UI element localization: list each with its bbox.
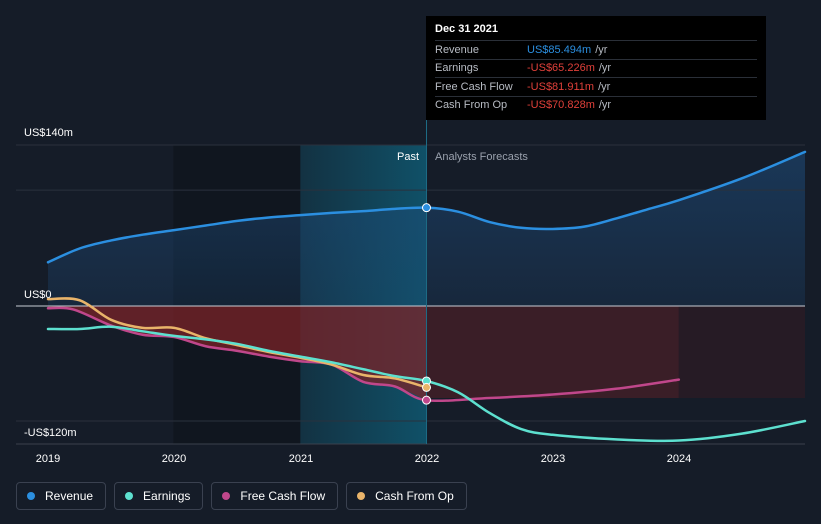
tooltip-label: Cash From Op — [435, 99, 508, 112]
tooltip-row-revenue: Revenue US$85.494m /yr — [435, 40, 757, 59]
x-tick-2023: 2023 — [541, 453, 565, 465]
x-tick-2021: 2021 — [289, 453, 313, 465]
tooltip-label: Earnings — [435, 62, 479, 75]
negative-area-past — [48, 306, 427, 401]
tooltip-value: -US$65.226m — [527, 62, 595, 75]
y-label-top: US$140m — [24, 127, 73, 139]
negative-area-forecast — [426, 306, 679, 398]
chart: US$140m US$0 -US$120m Past Analysts Fore… — [16, 120, 807, 465]
x-tick-2022: 2022 — [415, 453, 439, 465]
tooltip-unit: /yr — [598, 99, 612, 112]
x-tick-2020: 2020 — [162, 453, 186, 465]
legend-item-earnings[interactable]: Earnings — [114, 482, 204, 510]
past-label: Past — [397, 151, 419, 163]
tooltip-date: Dec 31 2021 — [435, 23, 498, 35]
legend-label: Earnings — [143, 489, 191, 503]
series-line-free-cash-flow — [46, 306, 681, 403]
negative-area-forecast-tail — [678, 306, 805, 398]
tooltip-value: US$85.494m — [527, 43, 592, 56]
legend-label: Revenue — [45, 489, 94, 503]
forecast-label: Analysts Forecasts — [435, 151, 528, 163]
tooltip-unit: /yr — [598, 62, 612, 75]
x-tick-2019: 2019 — [36, 453, 60, 465]
tooltip-label: Revenue — [435, 43, 480, 56]
legend-item-cash-from-op[interactable]: Cash From Op — [346, 482, 467, 510]
tooltip-row-cash-from-op: Cash From Op -US$70.828m /yr — [435, 95, 757, 115]
y-label-bottom: -US$120m — [24, 427, 77, 439]
series-line-revenue — [46, 150, 807, 264]
tooltip-row-earnings: Earnings -US$65.226m /yr — [435, 58, 757, 78]
tooltip-row-free-cash-flow: Free Cash Flow -US$81.911m /yr — [435, 77, 757, 96]
series-line-earnings — [46, 325, 807, 443]
tooltip-unit: /yr — [595, 43, 608, 56]
legend: Revenue Earnings Free Cash Flow Cash Fro… — [16, 482, 467, 510]
x-tick-2024: 2024 — [667, 453, 691, 465]
marker-revenue — [422, 203, 431, 213]
legend-item-free-cash-flow[interactable]: Free Cash Flow — [211, 482, 339, 510]
marker-free-cash-flow — [422, 395, 431, 405]
legend-dot-icon — [27, 492, 35, 500]
legend-dot-icon — [125, 492, 134, 500]
marker-cash-from-op — [422, 382, 431, 392]
tooltip-value: -US$81.911m — [527, 80, 595, 93]
legend-label: Free Cash Flow — [240, 489, 326, 503]
legend-item-revenue[interactable]: Revenue — [16, 482, 107, 510]
tooltip-value: -US$70.828m — [527, 99, 595, 112]
tooltip: Dec 31 2021 Revenue US$85.494m /yr Earni… — [426, 16, 766, 120]
legend-label: Cash From Op — [375, 489, 454, 503]
y-label-zero: US$0 — [24, 289, 52, 301]
tooltip-label: Free Cash Flow — [435, 80, 513, 93]
legend-dot-icon — [357, 492, 366, 500]
legend-dot-icon — [222, 492, 231, 500]
tooltip-unit: /yr — [598, 80, 611, 93]
